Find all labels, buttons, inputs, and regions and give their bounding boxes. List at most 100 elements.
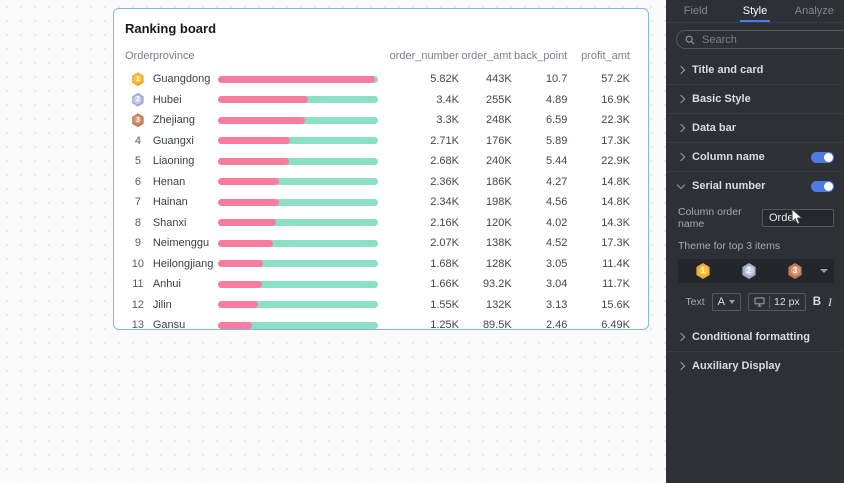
- section-label: Column name: [692, 151, 765, 163]
- profit-amt-cell: 16.9K: [601, 93, 630, 106]
- style-settings-panel: Field Style Analyze ⋮ Title and card Basic…: [666, 0, 844, 483]
- table-row: 4 Guangxi 2.71K 176K 5.89 17.3K: [123, 131, 630, 152]
- mouse-cursor: [791, 208, 804, 225]
- rank-number: 7: [134, 196, 141, 209]
- rank-number: 4: [134, 134, 141, 147]
- profit-amt-cell: 6.49K: [601, 319, 630, 330]
- theme-top3-label: Theme for top 3 items: [678, 240, 781, 252]
- section-serial-number[interactable]: Serial number: [666, 171, 844, 200]
- data-bar-fill: [218, 198, 280, 206]
- table-header-row: Order province order_number order_amt ba…: [123, 47, 630, 65]
- chevron-icon: [676, 65, 686, 74]
- font-size-control[interactable]: 12 px: [748, 293, 806, 311]
- search-row: ⋮: [666, 23, 844, 56]
- section-conditional-formatting[interactable]: Conditional formatting: [666, 323, 844, 351]
- bold-button[interactable]: B: [812, 296, 821, 308]
- search-input[interactable]: [700, 32, 844, 47]
- order-amt-cell: 176K: [485, 134, 512, 147]
- profit-amt-cell: 17.3K: [601, 237, 630, 250]
- profit-amt-cell: 14.3K: [601, 216, 630, 229]
- section-title-and-card[interactable]: Title and card: [666, 56, 844, 84]
- order-number-cell: 2.07K: [430, 237, 459, 250]
- chevron-down-icon: [729, 300, 735, 304]
- silver-medal-icon[interactable]: 2: [742, 263, 756, 279]
- data-bar: [218, 301, 379, 309]
- order-amt-cell: 186K: [485, 175, 512, 188]
- italic-button[interactable]: I: [828, 294, 832, 309]
- province-cell: Guangdong: [152, 73, 211, 86]
- province-cell: Shanxi: [152, 216, 187, 229]
- section-label: Conditional formatting: [692, 331, 810, 343]
- gold-medal-icon: 1: [132, 72, 144, 87]
- table-row: 11 Anhui 1.66K 93.2K 3.04 11.7K: [123, 274, 630, 295]
- rank-cell: 5: [123, 155, 153, 167]
- section-auxiliary-display[interactable]: Auxiliary Display: [666, 351, 844, 380]
- toggle-switch-on[interactable]: [811, 180, 834, 192]
- table-row: 10 Heilongjiang 1.68K 128K 3.05 11.4K: [123, 254, 630, 275]
- data-bar: [218, 96, 379, 104]
- order-amt-cell: 443K: [485, 73, 512, 86]
- order-amt-cell: 138K: [485, 237, 512, 250]
- province-cell: Neimenggu: [152, 237, 210, 250]
- rank-cell: 3: [123, 113, 153, 128]
- profit-amt-cell: 15.6K: [601, 298, 630, 311]
- toggle-switch-on[interactable]: [811, 151, 834, 163]
- dashboard-canvas[interactable]: Ranking board Order province order_numbe…: [0, 0, 666, 483]
- order-amt-cell: 248K: [485, 114, 512, 127]
- divider: [769, 296, 770, 308]
- tab-style[interactable]: Style: [725, 0, 784, 22]
- font-color-a: A: [717, 296, 725, 308]
- data-bar-fill: [218, 157, 289, 165]
- theme-dropdown-icon[interactable]: [820, 269, 828, 273]
- section-column-name[interactable]: Column name: [666, 142, 844, 171]
- table-row: 5 Liaoning 2.68K 240K 5.44 22.9K: [123, 151, 630, 172]
- profit-amt-cell: 22.9K: [601, 155, 630, 168]
- profit-amt-cell: 17.3K: [601, 134, 630, 147]
- sections-top: Title and card Basic Style Data bar Colu…: [666, 56, 844, 200]
- chevron-icon: [676, 361, 686, 370]
- chevron-icon: [676, 332, 686, 341]
- bronze-medal-icon[interactable]: 3: [788, 263, 802, 279]
- tab-field[interactable]: Field: [683, 5, 708, 17]
- search-input-box[interactable]: [676, 30, 844, 49]
- data-bar: [218, 157, 379, 165]
- theme-selector[interactable]: 1 2 3: [678, 259, 834, 283]
- back-point-cell: 4.89: [545, 93, 568, 106]
- table-row: 13 Gansu 1.25K 89.5K 2.46 6.49K: [123, 315, 630, 330]
- data-bar: [218, 260, 379, 268]
- profit-amt-cell: 11.4K: [602, 257, 630, 270]
- data-bar: [218, 178, 379, 186]
- order-number-cell: 1.68K: [430, 257, 459, 270]
- chevron-icon: [676, 123, 686, 132]
- tab-analyze[interactable]: Analyze: [794, 5, 834, 17]
- section-data-bar[interactable]: Data bar: [666, 113, 844, 142]
- font-color-picker[interactable]: A: [711, 293, 741, 311]
- data-bar: [218, 116, 379, 124]
- data-bar-fill: [218, 137, 291, 145]
- data-bar: [218, 219, 379, 227]
- province-cell: Heilongjiang: [152, 257, 214, 270]
- ranking-board-widget[interactable]: Ranking board Order province order_numbe…: [113, 8, 649, 330]
- section-basic-style[interactable]: Basic Style: [666, 84, 844, 113]
- province-cell: Zhejiang: [152, 114, 196, 127]
- rank-number: 12: [131, 298, 145, 311]
- column-order-name-label: Column order name: [678, 206, 742, 230]
- widget-title: Ranking board: [125, 21, 217, 36]
- gold-medal-icon[interactable]: 1: [696, 263, 710, 279]
- section-label: Serial number: [692, 180, 766, 192]
- table-row: 12 Jilin 1.55K 132K 3.13 15.6K: [123, 295, 630, 316]
- back-point-cell: 3.13: [545, 298, 568, 311]
- profit-amt-cell: 14.8K: [601, 175, 630, 188]
- order-amt-cell: 255K: [485, 93, 512, 106]
- table-row: 9 Neimenggu 2.07K 138K 4.52 17.3K: [123, 233, 630, 254]
- col-header-order-number: order_number: [389, 50, 459, 62]
- data-bar-fill: [218, 75, 376, 83]
- data-bar: [218, 239, 379, 247]
- data-bar-fill: [218, 301, 259, 309]
- back-point-cell: 6.59: [545, 114, 568, 127]
- rank-cell: 7: [123, 196, 153, 208]
- search-icon: [685, 35, 695, 45]
- data-bar-fill: [218, 321, 253, 329]
- serial-number-settings: Column order name Theme for top 3 items …: [666, 200, 844, 323]
- rank-cell: 12: [123, 299, 153, 311]
